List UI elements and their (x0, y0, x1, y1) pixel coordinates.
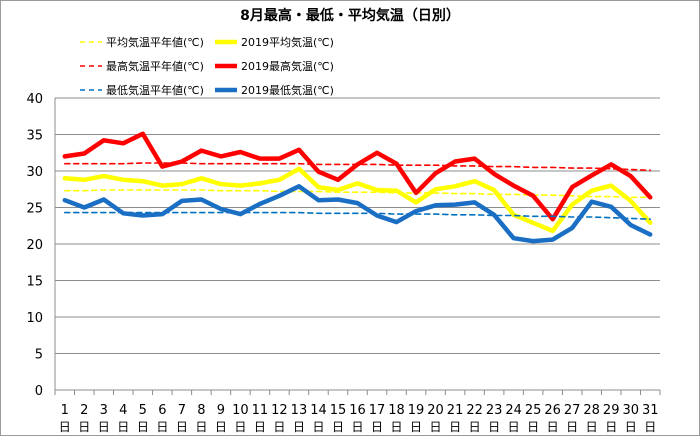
y-tick-label: 15 (26, 275, 43, 290)
x-tick-label: 10 (232, 403, 249, 418)
x-tick-suffix: 日 (469, 420, 481, 434)
series-layer (62, 131, 653, 244)
y-tick-label: 35 (26, 129, 43, 144)
y-tick-label: 30 (26, 165, 43, 180)
x-tick-label: 15 (330, 403, 347, 418)
x-tick-suffix: 日 (449, 420, 461, 434)
x-tick-suffix: 日 (566, 420, 578, 434)
x-tick-suffix: 日 (586, 420, 598, 434)
x-tick-suffix: 日 (547, 420, 559, 434)
x-tick-label: 18 (388, 403, 405, 418)
x-tick-suffix: 日 (254, 420, 266, 434)
y-axis: 0 5 10 15 20 25 30 35 40 (26, 92, 56, 399)
x-tick-label: 16 (349, 403, 366, 418)
x-tick-label: 4 (119, 403, 127, 418)
x-tick-suffix: 日 (215, 420, 227, 434)
legend-label: 2019最低気温(℃) (241, 83, 334, 97)
x-tick-suffix: 日 (195, 420, 207, 434)
x-tick-suffix: 日 (351, 420, 363, 434)
y-tick-label: 20 (26, 238, 43, 253)
x-tick-label: 7 (178, 403, 186, 418)
x-tick-label: 31 (642, 403, 659, 418)
series-line-1 (62, 166, 653, 234)
y-tick-label: 5 (35, 348, 43, 363)
x-tick-label: 12 (271, 403, 288, 418)
gridlines (55, 97, 660, 391)
series-line-4 (64, 211, 652, 220)
chart-title: 8月最高・最低・平均気温（日別） (240, 7, 460, 24)
x-tick-suffix: 日 (625, 420, 637, 434)
x-tick-suffix: 日 (117, 420, 129, 434)
legend-label: 平均気温平年値(℃) (106, 35, 204, 49)
x-tick-label: 22 (466, 403, 483, 418)
x-tick-label: 8 (197, 403, 205, 418)
x-tick-suffix: 日 (312, 420, 324, 434)
legend-label: 最低気温平年値(℃) (106, 83, 204, 97)
x-tick-label: 5 (139, 403, 147, 418)
x-tick-suffix: 日 (371, 420, 383, 434)
x-tick-label: 23 (486, 403, 503, 418)
x-tick-suffix: 日 (59, 420, 71, 434)
x-tick-suffix: 日 (605, 420, 617, 434)
y-tick-label: 40 (26, 92, 43, 107)
x-tick-label: 24 (505, 403, 522, 418)
x-tick-suffix: 日 (332, 420, 344, 434)
x-tick-label: 3 (100, 403, 108, 418)
x-tick-suffix: 日 (176, 420, 188, 434)
x-tick-label: 17 (369, 403, 386, 418)
x-tick-label: 19 (408, 403, 425, 418)
series-line-3 (62, 131, 653, 222)
x-tick-label: 26 (544, 403, 561, 418)
x-tick-suffix: 日 (391, 420, 403, 434)
x-tick-suffix: 日 (234, 420, 246, 434)
series-line-0 (64, 189, 652, 199)
x-tick-suffix: 日 (430, 420, 442, 434)
x-tick-label: 20 (427, 403, 444, 418)
x-tick-label: 14 (310, 403, 327, 418)
x-tick-suffix: 日 (98, 420, 110, 434)
x-tick-suffix: 日 (156, 420, 168, 434)
x-tick-label: 30 (622, 403, 639, 418)
x-tick-label: 11 (252, 403, 269, 418)
x-tick-label: 25 (525, 403, 542, 418)
x-tick-label: 1 (61, 403, 69, 418)
legend: 平均気温平年値(℃) 2019平均気温(℃) 最高気温平年値(℃) 2019最高気温(… (80, 35, 334, 97)
x-tick-suffix: 日 (644, 420, 656, 434)
legend-label: 2019平均気温(℃) (241, 35, 334, 49)
y-tick-label: 10 (26, 311, 43, 326)
x-tick-suffix: 日 (410, 420, 422, 434)
legend-label: 2019最高気温(℃) (241, 59, 334, 73)
x-tick-label: 13 (291, 403, 308, 418)
x-tick-label: 6 (158, 403, 166, 418)
legend-label: 最高気温平年値(℃) (106, 59, 204, 73)
x-tick-suffix: 日 (527, 420, 539, 434)
x-tick-label: 2 (80, 403, 88, 418)
x-tick-label: 21 (447, 403, 464, 418)
y-tick-label: 0 (35, 384, 43, 399)
x-tick-label: 27 (564, 403, 581, 418)
x-tick-suffix: 日 (488, 420, 500, 434)
x-tick-suffix: 日 (273, 420, 285, 434)
x-tick-label: 28 (583, 403, 600, 418)
x-axis: 1日2日3日4日5日6日7日8日9日10日11日12日13日14日15日16日1… (54, 390, 661, 434)
x-tick-suffix: 日 (78, 420, 90, 434)
x-tick-suffix: 日 (508, 420, 520, 434)
y-tick-label: 25 (26, 202, 43, 217)
x-tick-label: 9 (217, 403, 225, 418)
x-tick-label: 29 (603, 403, 620, 418)
series-line-5 (62, 184, 653, 244)
x-tick-suffix: 日 (137, 420, 149, 434)
x-tick-suffix: 日 (293, 420, 305, 434)
